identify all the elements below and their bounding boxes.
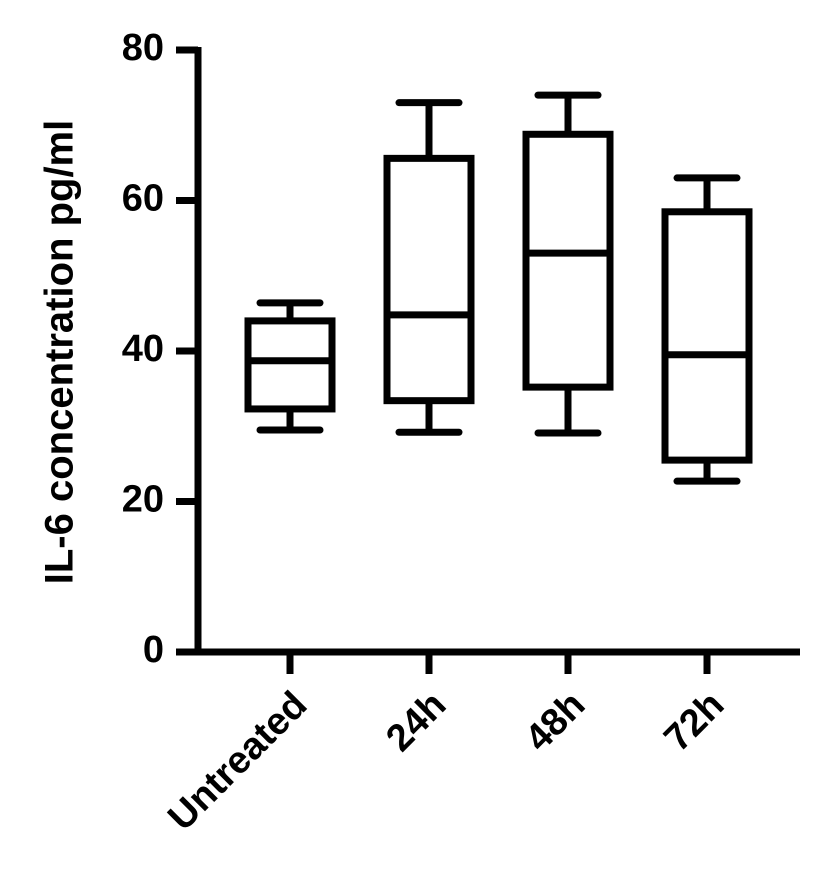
y-tick-label: 20: [122, 479, 164, 521]
box: [244, 317, 336, 413]
y-tick-label: 80: [122, 27, 164, 69]
x-tick-label: 24h: [378, 684, 454, 760]
y-tick-label: 0: [143, 629, 164, 671]
box: [383, 154, 475, 405]
y-tick-label: 40: [122, 328, 164, 370]
y-tick-label: 60: [122, 178, 164, 220]
y-axis-label: IL-6 concentration pg/ml: [38, 120, 82, 584]
x-tick-label: 72h: [656, 684, 732, 760]
box: [522, 130, 614, 391]
box: [661, 208, 753, 464]
x-tick-label: 48h: [517, 684, 593, 760]
x-tick-label: Untreated: [160, 684, 315, 839]
